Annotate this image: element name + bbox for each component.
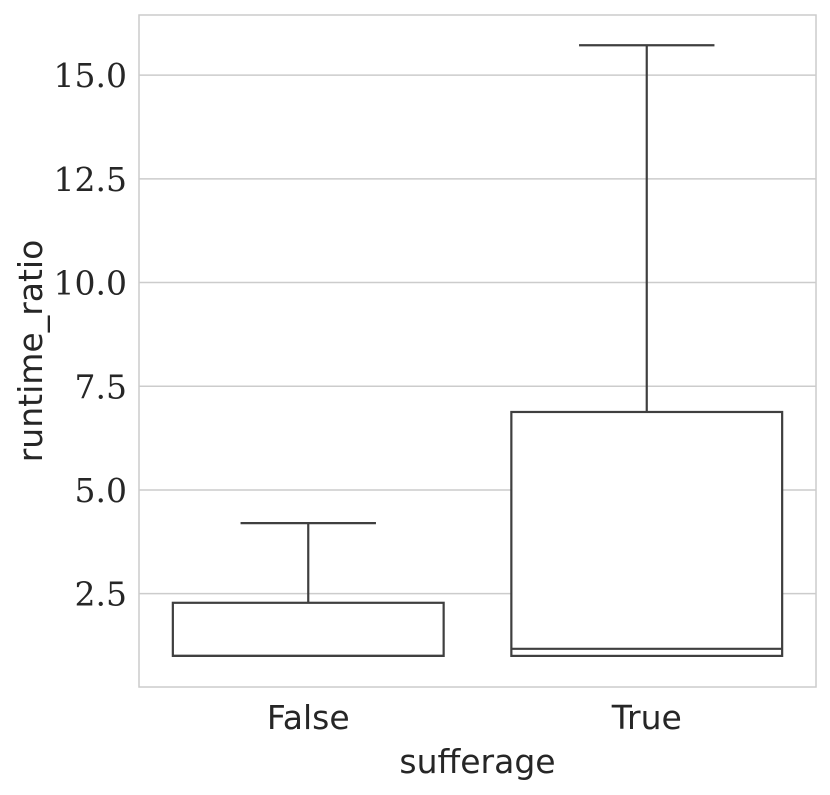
y-tick-label: 12.5 (54, 160, 127, 199)
y-tick-label: 10.0 (54, 264, 127, 303)
box-iqr (171, 601, 445, 657)
boxes (171, 44, 784, 657)
x-tick-label: False (267, 698, 350, 737)
y-tick-label: 2.5 (75, 575, 127, 614)
plot-frame (138, 14, 817, 688)
y-tick-label: 15.0 (54, 56, 127, 95)
x-axis-label: sufferage (399, 742, 555, 781)
y-axis-label: runtime_ratio (11, 240, 50, 463)
y-tick-label: 7.5 (75, 367, 127, 406)
box-iqr (510, 410, 784, 657)
y-tick-labels: 2.5 5.0 7.5 10.0 12.5 15.0 (54, 56, 127, 614)
y-tick-label: 5.0 (75, 471, 127, 510)
x-tick-labels: False True (267, 698, 682, 737)
box-false (171, 522, 445, 657)
box-true (510, 44, 784, 657)
x-tick-label: True (611, 698, 682, 737)
